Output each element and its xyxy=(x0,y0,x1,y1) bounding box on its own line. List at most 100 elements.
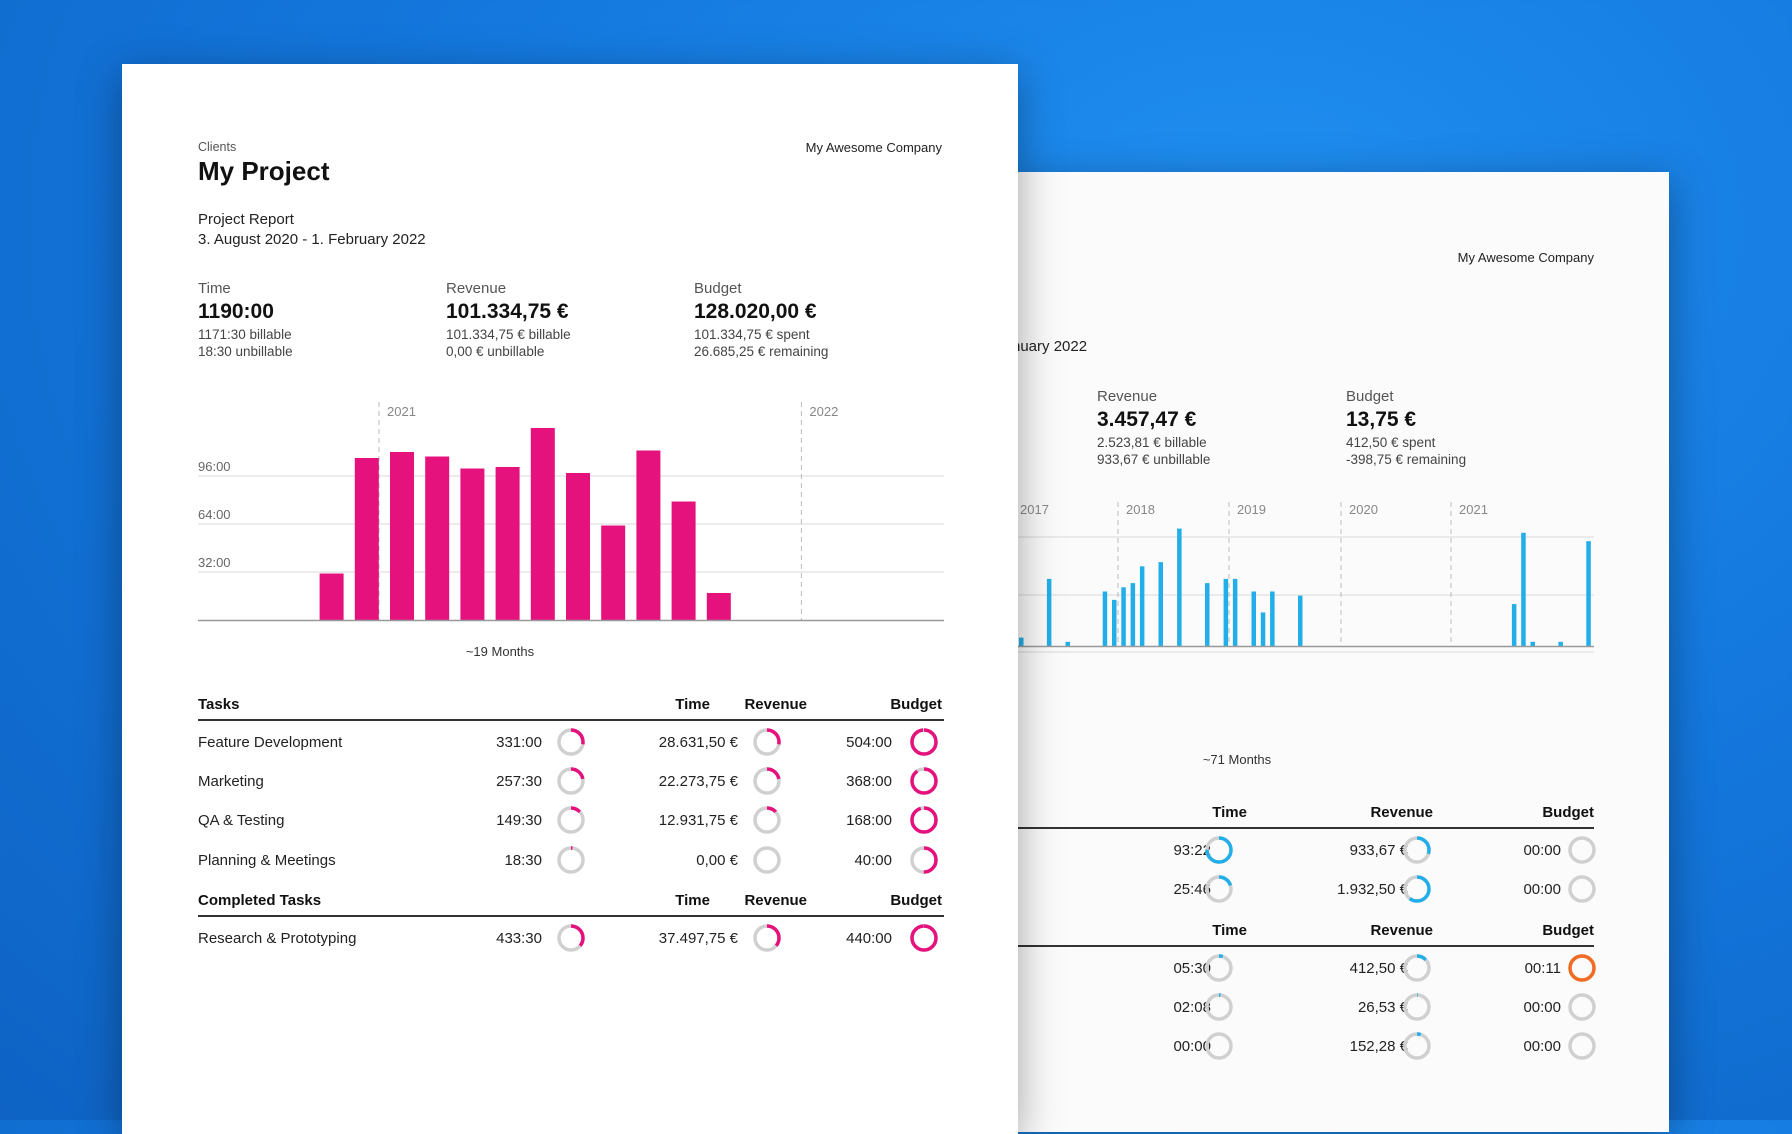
year-label: 2019 xyxy=(1237,502,1266,517)
task-name: QA & Testing xyxy=(198,812,285,830)
year-label: 2021 xyxy=(387,404,416,419)
revenue-progress-ring xyxy=(753,728,781,756)
bar xyxy=(1558,641,1563,646)
task-budget: 40:00 xyxy=(854,851,892,869)
time-progress-ring xyxy=(1205,954,1233,982)
task-time: 331:00 xyxy=(496,734,542,751)
page-title: My Project xyxy=(198,156,330,186)
budget-progress-ring xyxy=(1568,1032,1596,1061)
revenue-value: 101.334,75 € xyxy=(446,300,569,323)
budget-value: 128.020,00 € xyxy=(694,300,817,323)
revenue-billable: 101.334,75 € billable xyxy=(446,327,571,342)
task-time: 02:08 xyxy=(1173,999,1211,1017)
budget-progress-ring xyxy=(910,924,938,952)
task-budget: 504:00 xyxy=(846,734,892,751)
y-tick-label: 64:00 xyxy=(198,507,231,522)
revenue-billable: 2.523,81 € billable xyxy=(1097,435,1207,450)
table-header-revenue: Revenue xyxy=(744,696,807,713)
table-header-budget: Budget xyxy=(890,696,942,713)
bar xyxy=(1065,641,1070,646)
task-name: Marketing xyxy=(198,773,264,791)
table-row[interactable]: Planning & Meetings 18:30 0,00 € 40:00 xyxy=(122,845,1018,876)
bar xyxy=(1251,591,1256,646)
bar xyxy=(354,458,379,620)
bar xyxy=(495,467,520,620)
task-budget: 00:11 xyxy=(1524,960,1561,977)
table-row[interactable]: Feature Development 331:00 28.631,50 € 504:… xyxy=(122,728,1018,758)
chart-x-label: ~71 Months xyxy=(1202,752,1272,767)
table-row[interactable]: 05:30 412,50 € 00:11 xyxy=(1012,954,1669,984)
task-budget: 00:00 xyxy=(1523,999,1561,1017)
revenue-unbillable: 0,00 € unbillable xyxy=(446,344,545,359)
task-revenue: 26,53 € xyxy=(1357,999,1408,1017)
table-row[interactable]: 93:22 933,67 € 00:00 xyxy=(1012,836,1669,866)
date-range: 3. August 2020 - 1. February 2022 xyxy=(198,231,426,248)
revenue-progress-ring xyxy=(1403,875,1431,903)
bar xyxy=(601,525,626,620)
task-budget: 168:00 xyxy=(846,812,892,830)
task-time: 25:46 xyxy=(1173,881,1211,899)
revenue-progress-ring xyxy=(1403,836,1431,864)
bar xyxy=(636,450,661,620)
breadcrumb[interactable]: Clients xyxy=(198,140,237,154)
time-progress-ring xyxy=(557,767,585,795)
budget-label: Budget xyxy=(694,280,742,297)
table-row[interactable]: 25:46 1.932,50 € 00:00 xyxy=(1012,875,1669,905)
budget-label: Budget xyxy=(1346,388,1394,405)
table-row[interactable]: 02:08 26,53 € 00:00 xyxy=(1012,993,1669,1023)
bar xyxy=(1205,583,1210,646)
header-rule xyxy=(198,915,944,917)
project-report-page: Clients My Project My Awesome Company Pr… xyxy=(122,64,1018,1134)
bar xyxy=(1139,566,1145,646)
time-progress-ring xyxy=(1205,1032,1233,1061)
task-revenue: 12.931,75 € xyxy=(658,812,738,830)
bar xyxy=(1232,578,1238,646)
revenue-label: Revenue xyxy=(1097,388,1158,405)
budget-progress-ring xyxy=(910,767,938,795)
budget-spent: 101.334,75 € spent xyxy=(694,327,810,342)
bar xyxy=(1121,587,1126,646)
table-row[interactable]: 00:00 152,28 € 00:00 xyxy=(1012,1032,1669,1062)
budget-progress-ring xyxy=(1568,954,1596,982)
bar xyxy=(1130,583,1136,646)
task-time: 05:30 xyxy=(1173,960,1211,977)
bar xyxy=(1102,591,1108,646)
time-billable: 1171:30 billable xyxy=(198,327,292,342)
table-header-name: Tasks xyxy=(198,696,240,713)
bar xyxy=(1260,612,1266,646)
table-header-revenue: Revenue xyxy=(1370,922,1433,939)
table-header-time: Time xyxy=(1212,804,1247,821)
bar xyxy=(1158,562,1163,646)
budget-progress-ring xyxy=(1568,836,1596,864)
bar xyxy=(706,593,731,620)
company-name: My Awesome Company xyxy=(1457,250,1594,265)
task-revenue: 412,50 € xyxy=(1349,960,1408,977)
task-time: 149:30 xyxy=(496,812,542,830)
table-row[interactable]: Research & Prototyping 433:30 37.497,75 € 4… xyxy=(122,924,1018,954)
task-revenue: 28.631,50 € xyxy=(658,734,738,751)
table-header-time: Time xyxy=(675,892,710,909)
budget-progress-ring xyxy=(910,845,938,874)
year-label: 2021 xyxy=(1459,502,1488,517)
year-label: 2022 xyxy=(809,404,838,419)
time-value: 1190:00 xyxy=(198,300,274,323)
back-report-page: My Awesome Company nuary 2022 Revenue 3.… xyxy=(1012,172,1669,1132)
table-row[interactable]: QA & Testing 149:30 12.931,75 € 168:00 xyxy=(122,806,1018,836)
table-header-time: Time xyxy=(675,696,710,713)
revenue-progress-ring xyxy=(753,806,781,835)
time-progress-ring xyxy=(557,924,585,952)
revenue-progress-ring xyxy=(1403,1032,1431,1061)
time-progress-ring xyxy=(1205,993,1233,1021)
hours-bar-chart: 32:00 64:00 96:00 2021 2022 xyxy=(198,402,944,622)
budget-progress-ring xyxy=(1568,993,1596,1021)
revenue-label: Revenue xyxy=(446,280,507,297)
report-type: Project Report xyxy=(198,211,294,228)
bar xyxy=(425,456,450,620)
table-row[interactable]: Marketing 257:30 22.273,75 € 368:00 xyxy=(122,767,1018,797)
time-unbillable: 18:30 unbillable xyxy=(198,344,293,359)
revenue-progress-ring xyxy=(753,767,781,795)
task-revenue: 37.497,75 € xyxy=(658,930,738,947)
task-name: Research & Prototyping xyxy=(198,930,357,947)
chart-x-label: ~19 Months xyxy=(465,644,535,659)
bar xyxy=(390,452,414,620)
